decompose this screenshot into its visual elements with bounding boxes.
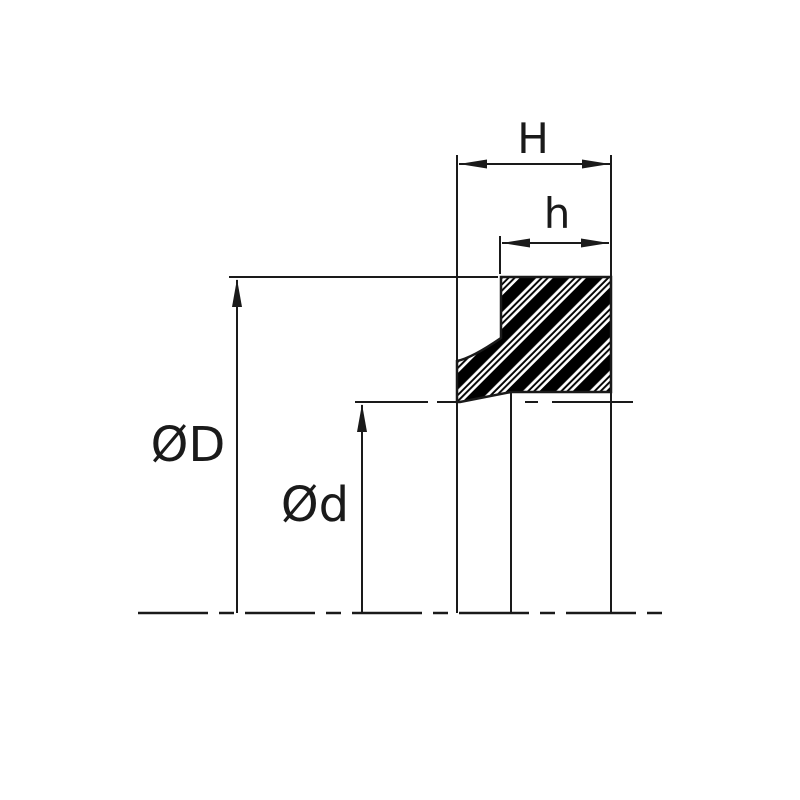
dim-h-label: h [544, 189, 571, 238]
dim-H-arrow-right [582, 159, 610, 169]
seal-profile [455, 275, 613, 404]
dim-H-label: H [517, 114, 549, 163]
dim-h-arrow-left [502, 238, 530, 248]
dim-OD-label: ØD [151, 417, 226, 473]
dim-H-arrow-left [459, 159, 487, 169]
dimension-arrows [232, 159, 610, 432]
dim-OD-arrow-up [232, 279, 242, 307]
dim-Od-arrow-up [357, 404, 367, 432]
dim-Od-label: Ød [281, 477, 349, 533]
construction-lines [138, 155, 673, 615]
dim-h-arrow-right [581, 238, 609, 248]
dimension-labels: H h ØD Ød [151, 114, 571, 533]
